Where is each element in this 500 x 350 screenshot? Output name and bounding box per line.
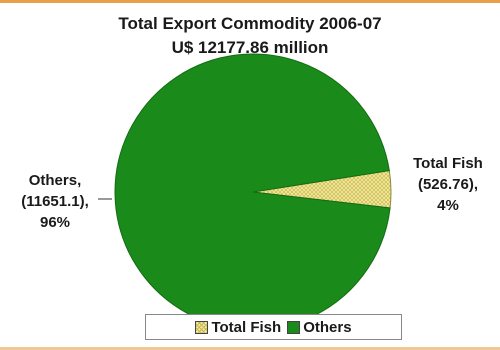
fish-label-value: (526.76), xyxy=(417,176,479,193)
chart-title: Total Export Commodity 2006-07 xyxy=(118,14,382,33)
legend-label-fish: Total Fish xyxy=(211,318,282,336)
legend-swatch-others xyxy=(287,320,301,334)
fish-label-name: Total Fish xyxy=(413,155,483,172)
others-label-percent: 96% xyxy=(39,214,71,231)
fish-slice-label: Total Fish (526.76), 4% xyxy=(396,153,500,216)
legend-item-fish: Total Fish xyxy=(195,319,281,336)
pie-slice-others xyxy=(114,53,391,331)
others-label-value: (11651.1), xyxy=(21,193,89,210)
others-label-name: Others, xyxy=(28,172,82,189)
legend-swatch-fish xyxy=(195,320,209,334)
legend-label-others: Others xyxy=(303,318,352,336)
chart-legend: Total Fish Others xyxy=(145,314,402,340)
legend-item-others: Others xyxy=(287,318,352,336)
fish-label-percent: 4% xyxy=(437,197,459,214)
chart-subtitle: U$ 12177.86 million xyxy=(171,38,329,57)
others-slice-label: Others, (11651.1), 96% xyxy=(10,170,100,233)
